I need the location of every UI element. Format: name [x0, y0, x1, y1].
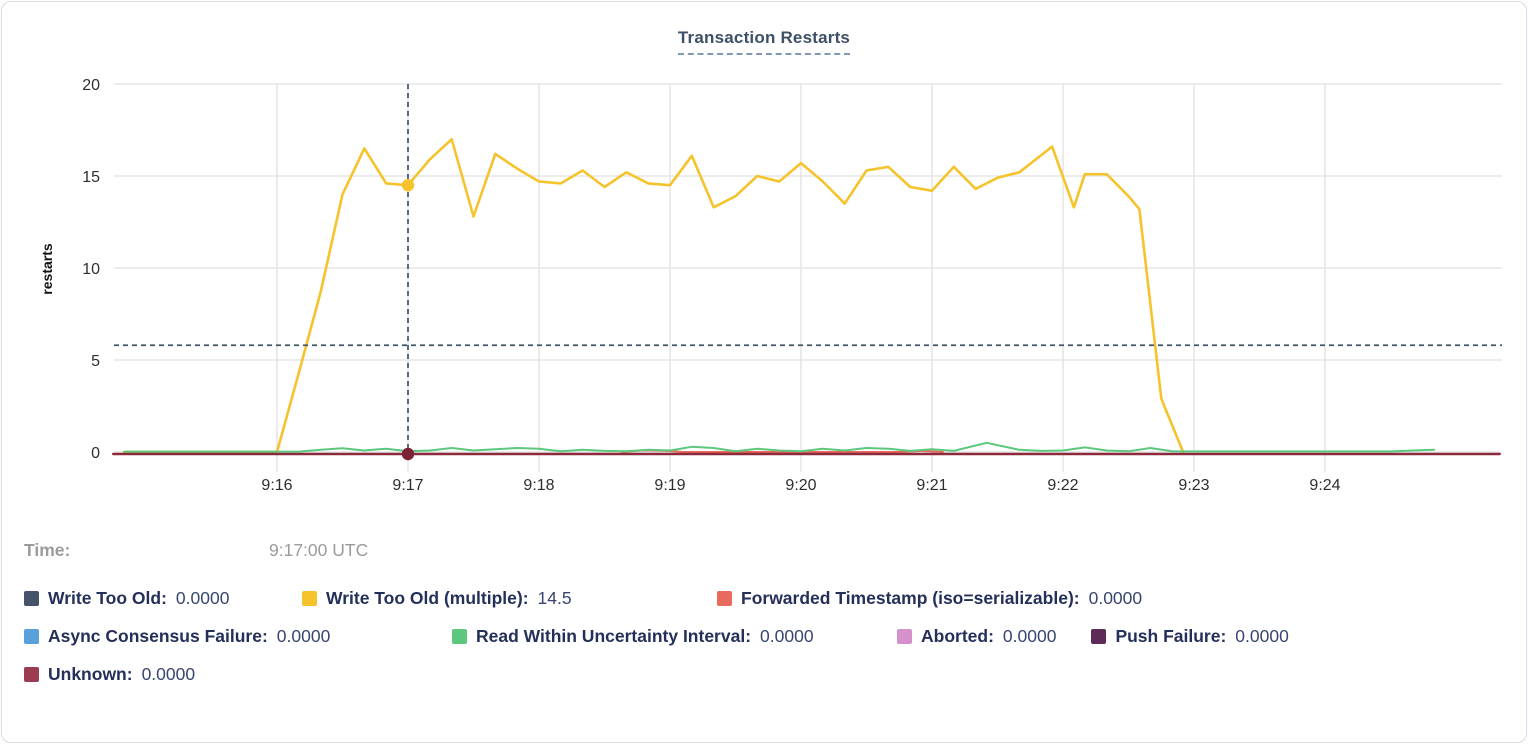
legend-item-write-too-old-multiple[interactable]: Write Too Old (multiple): 14.5: [302, 588, 682, 609]
legend-label: Read Within Uncertainty Interval:: [476, 626, 752, 646]
y-axis-label: restarts: [39, 243, 55, 295]
legend-swatch-push-failure: [1091, 629, 1107, 644]
legend-label: Write Too Old (multiple):: [326, 588, 529, 608]
legend-value: 0.0000: [1002, 626, 1057, 646]
legend-swatch-forwarded-timestamp: [717, 591, 732, 606]
x-tick-label: 9:19: [654, 477, 685, 494]
time-label: Time:: [24, 539, 71, 560]
hover-dot-write-too-old-multiple: [401, 179, 415, 192]
legend-label: Push Failure:: [1115, 626, 1227, 646]
legend-item-forwarded-timestamp[interactable]: Forwarded Timestamp (iso=serializable): 0…: [717, 588, 1142, 609]
legend-item-aborted[interactable]: Aborted: 0.0000: [897, 626, 1056, 647]
legend-swatch-write-too-old-multiple: [302, 591, 317, 606]
legend-label: Write Too Old:: [48, 588, 167, 608]
x-tick-label: 9:17: [392, 477, 423, 494]
legend-value: 14.5: [537, 588, 572, 608]
chart-canvas[interactable]: 0 5 10 15 20 9:16 9:17 9:18 9:19 9:20 9:21 9:22 9:23…: [22, 57, 1510, 517]
legend-rows: Write Too Old: 0.0000 Write Too Old (multi…: [24, 588, 1514, 685]
x-tick-label: 9:18: [523, 477, 554, 494]
legend-item-unknown[interactable]: Unknown: 0.0000: [24, 664, 195, 685]
series-write-too-old-multiple: [122, 137, 1185, 454]
hover-time-row: Time: 9:17:00 UTC: [24, 536, 1514, 564]
legend-swatch-unknown: [24, 667, 39, 682]
y-tick-label: 0: [91, 445, 100, 462]
legend-item-async-consensus-failure[interactable]: Async Consensus Failure: 0.0000: [24, 626, 417, 647]
legend-row: Write Too Old: 0.0000 Write Too Old (multi…: [24, 588, 1514, 609]
legend-item-write-too-old[interactable]: Write Too Old: 0.0000: [24, 588, 267, 609]
legend-swatch-write-too-old: [24, 591, 39, 606]
x-tick-label: 9:21: [916, 477, 947, 494]
legend-value: 0.0000: [1235, 626, 1289, 646]
legend-label: Forwarded Timestamp (iso=serializable):: [741, 588, 1080, 608]
y-tick-label: 20: [82, 77, 100, 94]
legend-item-read-within-uncertainty-interval[interactable]: Read Within Uncertainty Interval: 0.0000: [452, 626, 862, 647]
legend-value: 0.0000: [175, 588, 230, 608]
legend-block: Time: 9:17:00 UTC Write Too Old: 0.0000 Wr…: [24, 536, 1514, 702]
legend-value: 0.0000: [760, 626, 814, 646]
legend-swatch-async-consensus-failure: [24, 629, 39, 644]
time-value: 9:17:00 UTC: [269, 539, 369, 560]
x-tick-label: 9:23: [1178, 477, 1209, 494]
hover-dot-unknown: [401, 447, 415, 461]
x-tick-label: 9:20: [785, 477, 816, 494]
legend-value: 0.0000: [276, 626, 331, 646]
y-tick-label: 5: [91, 353, 100, 370]
series-read-within-uncertainty-interval: [123, 441, 1436, 453]
legend-value: 0.0000: [141, 664, 196, 684]
y-tick-label: 15: [82, 169, 100, 186]
legend-label: Unknown:: [48, 664, 133, 684]
legend-row: Async Consensus Failure: 0.0000 Read Withi…: [24, 626, 1514, 647]
legend-swatch-read-within-uncertainty-interval: [452, 629, 467, 644]
legend-item-push-failure[interactable]: Push Failure: 0.0000: [1091, 626, 1289, 647]
legend-row: Unknown: 0.0000: [24, 664, 1514, 685]
legend-label: Aborted:: [921, 626, 994, 646]
legend-value: 0.0000: [1088, 588, 1143, 608]
chart-title[interactable]: Transaction Restarts: [677, 28, 851, 55]
x-tick-label: 9:22: [1047, 477, 1078, 494]
legend-swatch-aborted: [897, 629, 912, 644]
x-tick-label: 9:24: [1309, 477, 1340, 494]
y-tick-label: 10: [82, 261, 100, 278]
legend-label: Async Consensus Failure:: [48, 626, 268, 646]
x-tick-label: 9:16: [261, 477, 292, 494]
